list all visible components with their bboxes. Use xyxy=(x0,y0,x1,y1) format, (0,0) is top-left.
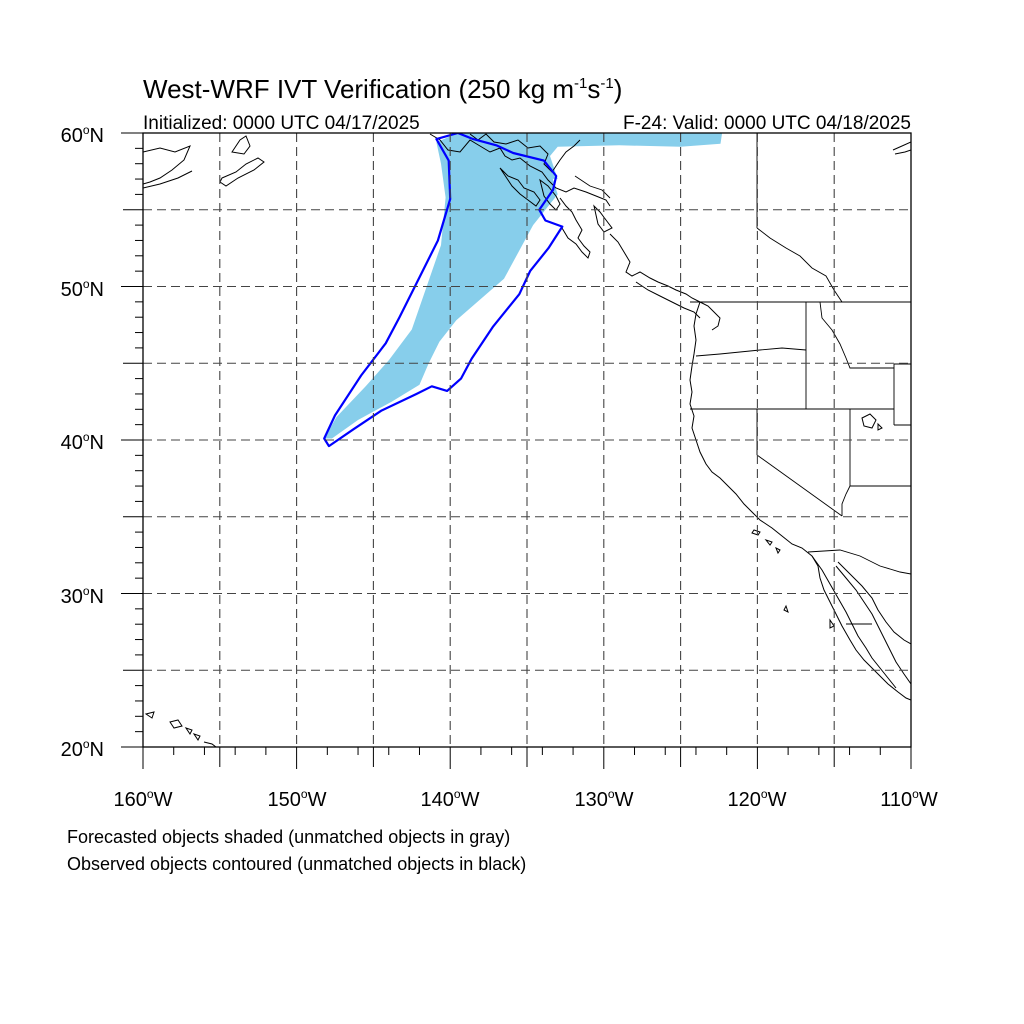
lon-label-160: 160oW xyxy=(114,787,173,811)
lat-label-40: 40oN xyxy=(61,430,104,454)
graticule xyxy=(143,133,911,747)
footnote-observed: Observed objects contoured (unmatched ob… xyxy=(67,854,526,874)
valid-time: F-24: Valid: 0000 UTC 04/18/2025 xyxy=(623,113,911,134)
lon-label-110: 110oW xyxy=(880,787,938,811)
axis-ticks xyxy=(121,132,912,769)
lon-label-130: 130oW xyxy=(575,787,634,811)
lat-label-50: 50oN xyxy=(61,277,104,301)
longitude-labels: 160oW 150oW 140oW 130oW 120oW 110oW xyxy=(114,787,938,811)
lon-label-120: 120oW xyxy=(728,787,787,811)
observed-ivt-contour xyxy=(323,133,564,448)
lat-label-60: 60oN xyxy=(61,123,104,147)
political-borders xyxy=(574,133,911,625)
latitude-labels: 60oN 50oN 40oN 30oN 20oN xyxy=(61,123,104,761)
lat-label-30: 30oN xyxy=(61,584,104,608)
lon-label-140: 140oW xyxy=(421,787,480,811)
footnote-forecast: Forecasted objects shaded (unmatched obj… xyxy=(67,827,510,847)
initialized-time: Initialized: 0000 UTC 04/17/2025 xyxy=(143,113,420,134)
lon-label-150: 150oW xyxy=(268,787,327,811)
plot-title: West-WRF IVT Verification (250 kg m-1s-1… xyxy=(143,74,622,104)
forecast-ivt-object-north xyxy=(461,133,723,179)
lat-label-20: 20oN xyxy=(61,737,104,761)
